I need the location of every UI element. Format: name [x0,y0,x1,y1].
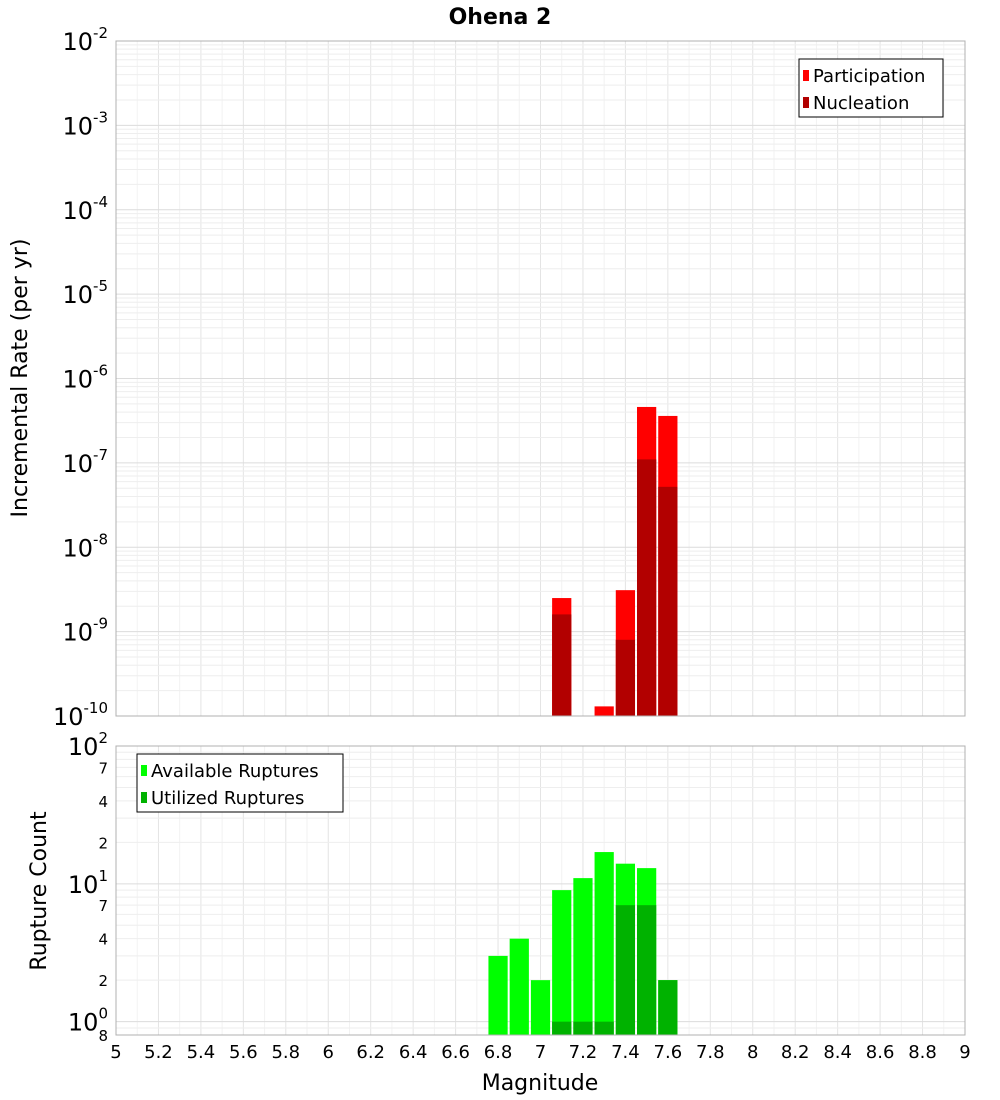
legend-entry: Available Ruptures [151,761,319,782]
bar [594,706,614,716]
y-tick-label: 2 [98,972,108,990]
bar [637,459,657,716]
x-tick-label: 8.4 [823,1042,852,1063]
y-tick-label: 10-2 [62,24,108,56]
chart-title: Ohena 2 [449,5,552,30]
bar [615,639,636,716]
rate-y-axis-label: Incremental Rate (per yr) [8,239,33,518]
rate-grid [115,40,966,717]
legend-box [798,58,944,118]
y-tick-label: 102 [68,729,108,761]
bar [509,938,529,1035]
y-tick-label: 10-7 [62,446,108,478]
x-tick-label: 5 [110,1042,121,1063]
x-tick-label: 8.2 [781,1042,810,1063]
x-tick-label: 6.8 [484,1042,513,1063]
count-legend: Available Ruptures Utilized Ruptures [136,753,344,813]
x-tick-label: 8.8 [908,1042,937,1063]
bar [594,852,614,1035]
bar [637,905,657,1035]
y-tick-label: 100 [68,1005,108,1037]
y-tick-label: 10-10 [53,699,108,731]
legend-swatch [141,765,147,776]
series-utilized-ruptures [552,905,678,1035]
x-tick-label: 6.2 [356,1042,385,1063]
x-tick-label: 7.6 [654,1042,683,1063]
legend-swatch [141,792,147,803]
x-tick-label: 7.2 [569,1042,598,1063]
magnitude-x-axis-label: Magnitude [482,1071,599,1096]
bar [552,1021,572,1035]
bar [658,486,678,716]
x-tick-label: 7 [535,1042,546,1063]
rate-plot-frame [115,40,966,717]
y-tick-label: 10-5 [62,277,108,309]
rate-legend: Participation Nucleation [798,58,944,118]
bar [552,890,572,1035]
bar [530,980,551,1035]
x-tick-label: 6 [323,1042,334,1063]
legend-box [136,753,344,813]
bar [658,980,678,1035]
y-tick-label: 7 [98,759,108,777]
rate-plot-panel: 10-2 10-3 10-4 10-5 10-6 10-7 10-8 10-9 10-10 Par… [53,24,966,731]
x-tick-labels: 5 5.2 5.4 5.6 5.8 6 6.2 6.4 6.6 6.8 7 7.2 7.4 7.6 7.8 8… [110,1042,970,1063]
y-tick-label: 10-6 [62,362,108,394]
legend-entry: Participation [813,66,925,87]
x-tick-label: 6.4 [399,1042,428,1063]
bar [594,1021,614,1035]
legend-swatch [803,70,809,81]
y-tick-label: 4 [98,793,108,811]
x-tick-label: 8 [747,1042,758,1063]
y-tick-label: 10-4 [62,193,108,225]
x-tick-label: 6.6 [441,1042,470,1063]
y-tick-label: 10-9 [62,615,108,647]
y-tick-label: 10-3 [62,108,108,140]
y-tick-label: 101 [68,867,108,899]
bar [552,614,572,716]
bar [615,905,636,1035]
x-tick-label: 8.6 [866,1042,895,1063]
y-tick-label: 10-8 [62,530,108,562]
bar [573,878,593,1035]
bar [573,1021,593,1035]
x-tick-label: 5.4 [187,1042,216,1063]
count-plot-frame [115,745,966,1036]
bar [488,955,508,1035]
x-tick-label: 7.8 [696,1042,725,1063]
legend-entry: Nucleation [813,93,909,114]
x-tick-label: 5.6 [229,1042,258,1063]
x-tick-label: 9 [959,1042,970,1063]
y-tick-label: 2 [98,834,108,852]
rate-y-tick-labels: 10-2 10-3 10-4 10-5 10-6 10-7 10-8 10-9 10-10 [53,24,108,731]
y-tick-label: 7 [98,897,108,915]
x-tick-label: 7.4 [611,1042,640,1063]
legend-swatch [803,97,809,108]
series-nucleation [552,459,678,716]
count-y-axis-label: Rupture Count [27,811,52,971]
y-tick-label: 8 [98,1027,108,1045]
x-tick-label: 5.2 [144,1042,173,1063]
y-tick-label: 4 [98,931,108,949]
legend-entry: Utilized Ruptures [151,788,304,809]
x-tick-label: 5.8 [271,1042,300,1063]
